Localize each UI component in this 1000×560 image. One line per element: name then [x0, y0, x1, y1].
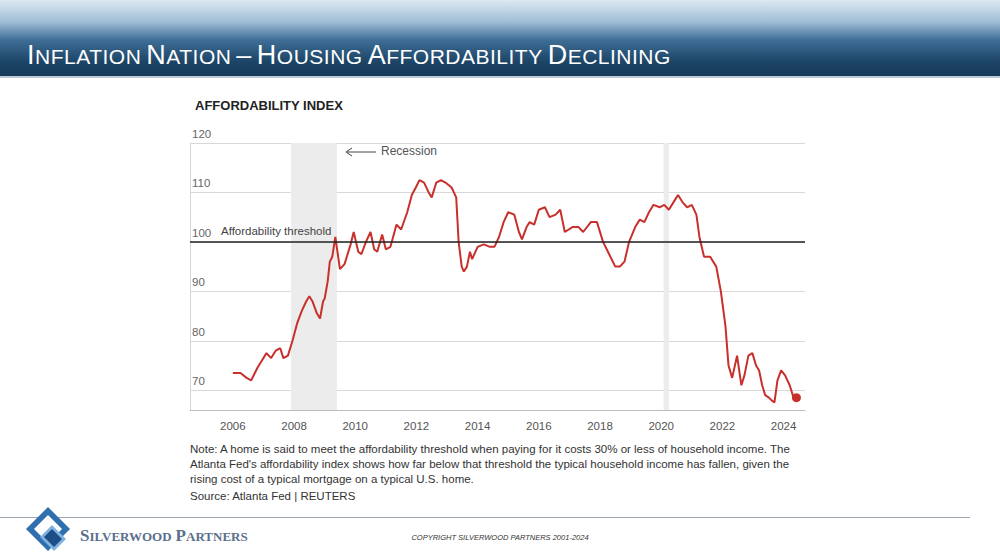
svg-text:110: 110 — [192, 177, 210, 189]
html-text:Source: Atlanta Fed | REUTERS: Source: Atlanta Fed | REUTERS — [190, 490, 356, 502]
svg-text:2012: 2012 — [404, 420, 430, 432]
svg-text:80: 80 — [192, 326, 205, 338]
svg-text:70: 70 — [192, 375, 205, 387]
svg-text:2008: 2008 — [281, 420, 307, 432]
svg-text:90: 90 — [192, 276, 205, 288]
svg-text:2018: 2018 — [587, 420, 613, 432]
svg-text:AFFORDABILITY INDEX: AFFORDABILITY INDEX — [195, 98, 343, 113]
svg-text:2010: 2010 — [342, 420, 368, 432]
html-text:Note: A home is said to meet t: Note: A home is said to meet the afforda… — [190, 443, 790, 485]
svg-text:2020: 2020 — [648, 420, 674, 432]
svg-text:Affordability threshold: Affordability threshold — [221, 225, 331, 237]
svg-text:Recession: Recession — [381, 144, 437, 158]
html-text:SILVERWOOD PARTNERS: SILVERWOOD PARTNERS — [80, 526, 248, 545]
svg-text:2006: 2006 — [220, 420, 246, 432]
html-text:COPYRIGHT SILVERWOOD PARTNERS: COPYRIGHT SILVERWOOD PARTNERS 2001-2024 — [411, 533, 589, 542]
svg-text:2014: 2014 — [465, 420, 491, 432]
svg-text:2016: 2016 — [526, 420, 552, 432]
svg-text:100: 100 — [192, 227, 211, 239]
svg-text:120: 120 — [192, 128, 211, 140]
svg-text:2022: 2022 — [710, 420, 736, 432]
html-text:INFLATION NATION – HOUSING AFF: INFLATION NATION – HOUSING AFFORDABILITY… — [27, 40, 671, 70]
svg-text:2024: 2024 — [771, 420, 797, 432]
